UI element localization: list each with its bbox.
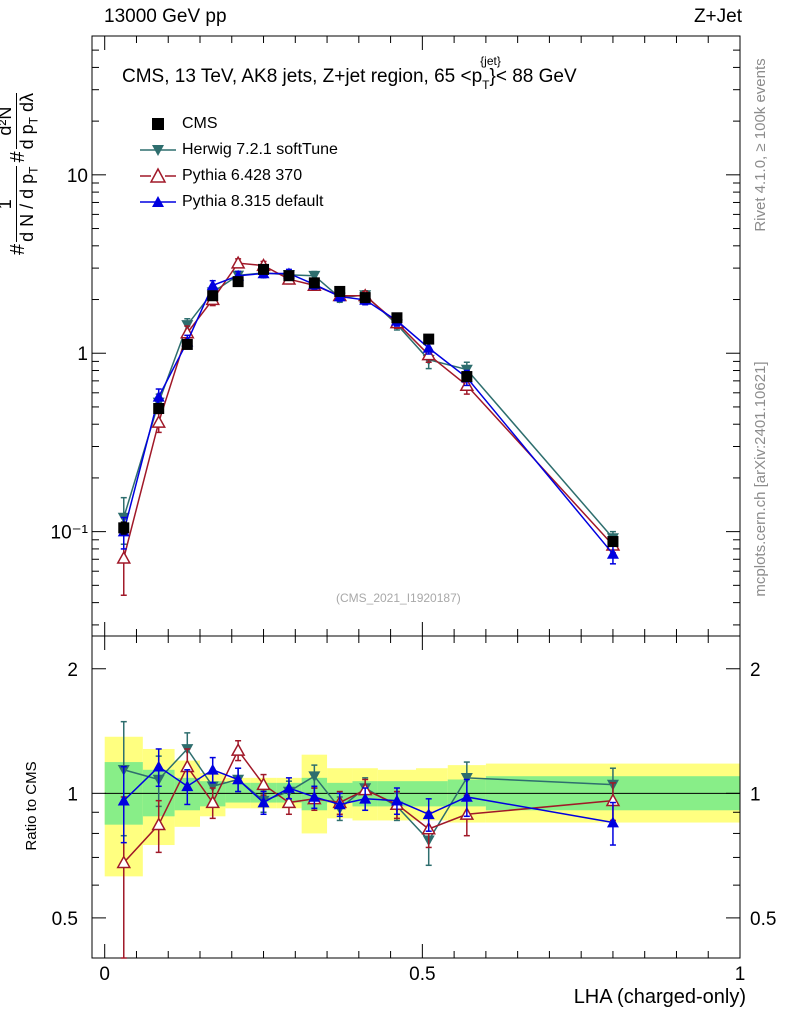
- ratio-point: [181, 780, 194, 792]
- ratio-series-line: [123, 747, 613, 842]
- series-line: [123, 272, 614, 539]
- ratio-point: [230, 742, 246, 756]
- ratio-point: [333, 798, 346, 810]
- legend-marker-pythia8: [140, 196, 176, 207]
- uncertainty-band-inner: [225, 782, 251, 803]
- ratio-point: [282, 782, 295, 793]
- ratio-panel: 0.5 0.5 1 1 2 2 0 0.5 1: [52, 635, 776, 985]
- series-line: [123, 262, 614, 559]
- data-point: [258, 263, 270, 275]
- x-tick-label: 1: [735, 964, 746, 985]
- data-point: [422, 341, 435, 353]
- mcplots-source-label: mcplots.cern.ch [arXiv:2401.10621]: [752, 361, 769, 597]
- ratio-point: [116, 855, 132, 869]
- x-axis-label: LHA (charged-only): [573, 986, 746, 1008]
- ratio-point: [606, 816, 619, 828]
- y-tick-label: 1: [77, 344, 88, 365]
- legend-marker-pythia6: [140, 167, 176, 183]
- data-point: [461, 371, 473, 383]
- ratio-y-tick-label-right: 2: [750, 660, 761, 681]
- ratio-y-tick-label-right: 0.5: [750, 909, 776, 930]
- ratio-point: [460, 790, 473, 802]
- data-point: [232, 276, 244, 288]
- ratio-point: [152, 760, 165, 772]
- ratio-series-line: [123, 765, 614, 824]
- data-point: [607, 536, 619, 548]
- ratio-point: [205, 795, 220, 809]
- legend-item-pythia6: Pythia 6.428 370: [140, 165, 302, 187]
- x-tick-label: 0: [99, 964, 110, 985]
- ratio-y-tick-label-right: 1: [750, 784, 761, 805]
- legend-label: Pythia 8.315 default: [182, 193, 324, 210]
- legend-marker-cms: [152, 118, 164, 130]
- data-point: [283, 270, 295, 282]
- series-pythia-8-315-default: [117, 267, 619, 565]
- data-point: [151, 414, 166, 428]
- y-axis-label: # 1 d N / d pT # d²N d pT dλ: [0, 27, 41, 267]
- legend-label: Herwig 7.2.1 softTune: [182, 141, 338, 158]
- ratio-point: [281, 795, 297, 809]
- data-point: [153, 402, 165, 414]
- legend-label: CMS: [182, 115, 218, 132]
- data-point: [152, 390, 165, 402]
- y-tick-label: 10: [67, 166, 88, 187]
- ratio-point: [256, 777, 271, 791]
- data-point: [308, 277, 320, 289]
- ratio-point: [359, 792, 372, 804]
- ratio-y-tick-label: 0.5: [52, 909, 78, 930]
- data-point: [181, 338, 193, 350]
- data-point: [207, 290, 219, 302]
- legend-item-herwig: Herwig 7.2.1 softTune: [140, 139, 338, 161]
- main-panel: 10⁻¹ 1 10: [51, 35, 741, 637]
- legend-item-cms: CMS: [140, 113, 218, 135]
- legend-label: Pythia 6.428 370: [182, 167, 303, 184]
- series-line: [123, 272, 614, 555]
- series-pythia-6-428-370: [116, 255, 621, 596]
- data-point: [606, 547, 619, 559]
- ratio-point: [460, 773, 473, 784]
- ratio-series-line: [123, 748, 614, 864]
- series-cms: [118, 263, 619, 548]
- analysis-id-watermark: (CMS_2021_I1920187): [336, 591, 461, 605]
- data-point: [391, 312, 403, 324]
- rivet-version-label: Rivet 4.1.0, ≥ 100k events: [752, 58, 769, 232]
- ratio-point: [151, 817, 166, 831]
- data-point: [118, 522, 130, 534]
- data-point: [230, 255, 246, 269]
- data-point: [423, 333, 435, 345]
- data-point: [308, 270, 321, 282]
- ratio-series-pythia-8-315-default: [117, 748, 619, 846]
- ratio-point: [422, 808, 435, 820]
- ratio-point: [206, 763, 219, 775]
- ratio-point: [232, 773, 245, 785]
- series-herwig-7-2-1-softtune: [117, 268, 619, 546]
- ratio-y-tick-label: 2: [67, 660, 78, 681]
- legend-marker-herwig: [140, 145, 176, 156]
- ratio-y-tick-label: 1: [67, 784, 78, 805]
- data-point: [206, 279, 219, 291]
- x-tick-label: 0.5: [409, 964, 435, 985]
- ratio-point: [117, 794, 130, 806]
- ratio-point: [390, 794, 403, 806]
- panel-title: CMS, 13 TeV, AK8 jets, Z+jet region, 65 …: [122, 54, 577, 92]
- legend-item-pythia8: Pythia 8.315 default: [140, 191, 323, 213]
- ratio-point: [308, 771, 321, 783]
- ratio-frame: [91, 635, 741, 959]
- ratio-point: [257, 796, 270, 808]
- ratio-point: [308, 790, 321, 802]
- ratio-point: [206, 781, 219, 793]
- ratio-y-axis-label: Ratio to CMS: [23, 761, 40, 851]
- data-point: [334, 285, 346, 297]
- data-point: [116, 550, 132, 564]
- header-left-label: 13000 GeV pp: [104, 6, 227, 27]
- data-point: [359, 292, 371, 304]
- header-right-label: Z+Jet: [693, 6, 742, 27]
- y-tick-label: 10⁻¹: [51, 523, 89, 544]
